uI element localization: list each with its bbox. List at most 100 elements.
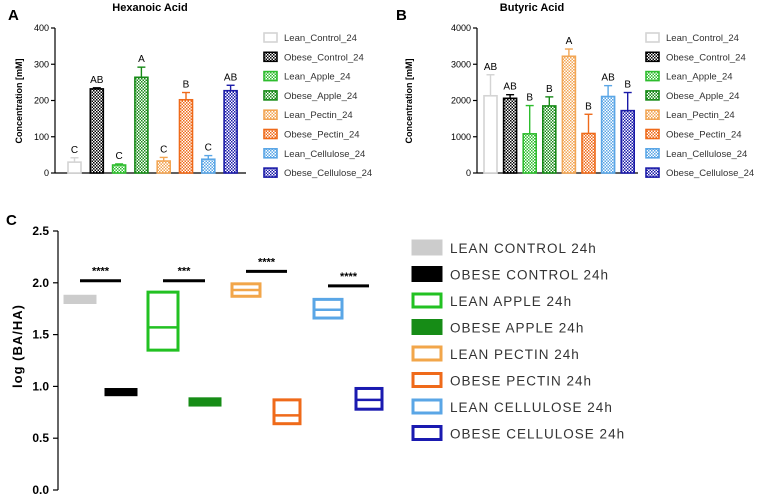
bar-Lean_Apple_24 — [522, 133, 538, 174]
bar-Obese_Cellulose_24 — [620, 109, 636, 174]
panel-b-letter: B — [396, 7, 407, 24]
bar-Lean_Control_24 — [483, 94, 498, 174]
significance-letter: B — [624, 80, 631, 91]
significance-letter: A — [138, 54, 145, 65]
significance-letter: A — [566, 36, 573, 47]
legend-label: Lean_Apple_24 — [666, 72, 733, 83]
legend-label: Obese_Cellulose_24 — [666, 168, 754, 179]
panel-c-letter: C — [6, 212, 17, 229]
panel-c-legend: LEAN CONTROL 24h OBESE CONTROL 24h LEAN AP… — [411, 239, 624, 442]
panel-b-ylabel: Concentration [mM] — [404, 59, 414, 144]
bar-Lean_Pectin_24 — [561, 55, 577, 174]
legend-label: LEAN CELLULOSE 24h — [450, 400, 613, 415]
significance-letter: B — [546, 84, 553, 95]
panel-c-ylabel: log (BA/HA) — [10, 304, 25, 388]
legend-swatch — [263, 148, 278, 159]
y-tick-label: 1.0 — [32, 379, 49, 393]
y-tick-label: 0 — [44, 168, 49, 178]
significance-letter: B — [183, 80, 190, 91]
panel-a-letter: A — [8, 7, 19, 24]
y-tick-label: 2000 — [451, 96, 471, 106]
legend-label: Obese_Cellulose_24 — [284, 168, 372, 179]
panel-b: B Butyric Acid Concentration [mM] 0 1000 2… — [396, 2, 754, 179]
legend-label: Obese_Pectin_24 — [666, 130, 742, 141]
panel-a-legend: Lean_Control_24 Obese_Control_24 Lean_Appl… — [263, 32, 372, 179]
bar-Obese_Cellulose_24 — [223, 89, 238, 174]
legend-swatch — [411, 398, 443, 415]
bar-Obese_Pectin_24 — [581, 132, 596, 174]
box-LEAN APPLE 24h — [146, 290, 180, 352]
panel-b-legend: Lean_Control_24 Obese_Control_24 Lean_Appl… — [645, 32, 754, 179]
bar-Obese_Apple_24 — [134, 76, 149, 174]
significance-letter: AB — [601, 73, 615, 84]
legend-label: Obese_Control_24 — [666, 52, 746, 63]
significance-stars: *** — [178, 266, 192, 278]
legend-label: Obese_Pectin_24 — [284, 130, 360, 141]
panel-b-title: Butyric Acid — [500, 2, 564, 14]
significance-letter: C — [160, 144, 167, 155]
legend-swatch — [263, 167, 278, 178]
y-tick-label: 0.5 — [32, 431, 49, 445]
legend-swatch — [645, 148, 660, 159]
y-tick-label: 0 — [466, 168, 471, 178]
legend-label: Lean_Cellulose_24 — [666, 149, 747, 160]
panel-a-ylabel: Concentration [mM] — [14, 59, 24, 144]
bar-Lean_Control_24 — [67, 161, 82, 174]
legend-swatch — [263, 109, 278, 120]
legend-label: Lean_Control_24 — [284, 33, 357, 44]
legend-swatch — [645, 167, 660, 178]
legend-label: Obese_Apple_24 — [284, 91, 357, 102]
significance-stars: **** — [92, 266, 110, 278]
panel-c-plot: 0.00.51.01.52.02.5**** *********** — [32, 224, 384, 496]
legend-swatch — [411, 345, 443, 362]
legend-label: LEAN PECTIN 24h — [450, 347, 580, 362]
legend-swatch — [645, 70, 660, 82]
legend-swatch — [411, 266, 443, 282]
significance-letter: AB — [90, 75, 104, 86]
y-tick-label: 100 — [34, 132, 49, 142]
bar-Obese_Pectin_24 — [178, 98, 194, 174]
y-tick-label: 4000 — [451, 23, 471, 33]
legend-label: LEAN CONTROL 24h — [450, 241, 597, 256]
legend-swatch — [263, 90, 278, 101]
legend-swatch — [645, 128, 660, 140]
legend-swatch — [263, 32, 278, 43]
legend-swatch — [411, 425, 443, 441]
significance-letter: AB — [224, 72, 238, 83]
legend-swatch — [645, 109, 660, 120]
legend-swatch — [645, 32, 660, 43]
bar-Lean_Cellulose_24 — [600, 95, 616, 174]
bar-Obese_Apple_24 — [541, 105, 557, 174]
box-OBESE PECTIN 24h — [272, 398, 302, 426]
legend-label: OBESE PECTIN 24h — [450, 374, 592, 389]
legend-label: Lean_Pectin_24 — [666, 110, 735, 121]
bar-Obese_Control_24 — [89, 88, 105, 174]
y-tick-label: 2.5 — [32, 224, 49, 238]
significance-letter: B — [585, 101, 592, 112]
legend-swatch — [411, 239, 443, 256]
panel-c: C log (BA/HA) 0.00.51.01.52.02.5**** ****… — [6, 212, 624, 496]
significance-letter: B — [526, 93, 533, 104]
significance-letter: AB — [484, 62, 498, 73]
significance-stars: **** — [258, 256, 276, 268]
legend-label: Obese_Control_24 — [284, 52, 364, 63]
significance-letter: C — [205, 143, 212, 154]
legend-swatch — [263, 51, 278, 63]
legend-label: Lean_Cellulose_24 — [284, 149, 365, 160]
significance-letter: C — [115, 151, 122, 162]
y-tick-label: 400 — [34, 23, 49, 33]
legend-label: OBESE APPLE 24h — [450, 321, 584, 336]
legend-label: OBESE CONTROL 24h — [450, 268, 609, 283]
legend-swatch — [645, 51, 660, 63]
y-tick-label: 300 — [34, 59, 49, 69]
y-tick-label: 1.5 — [32, 328, 49, 342]
panel-a-plot: 0 100 200 300 400 C AB C A C B C AB — [34, 23, 246, 178]
significance-stars: **** — [340, 271, 358, 283]
bar-Obese_Control_24 — [502, 97, 518, 174]
legend-swatch — [411, 319, 443, 335]
legend-swatch — [411, 372, 443, 388]
panel-a: A Hexanoic Acid Concentration [mM] 0 100 2… — [8, 2, 372, 179]
panel-a-title: Hexanoic Acid — [112, 2, 187, 14]
legend-label: Lean_Apple_24 — [284, 72, 351, 83]
